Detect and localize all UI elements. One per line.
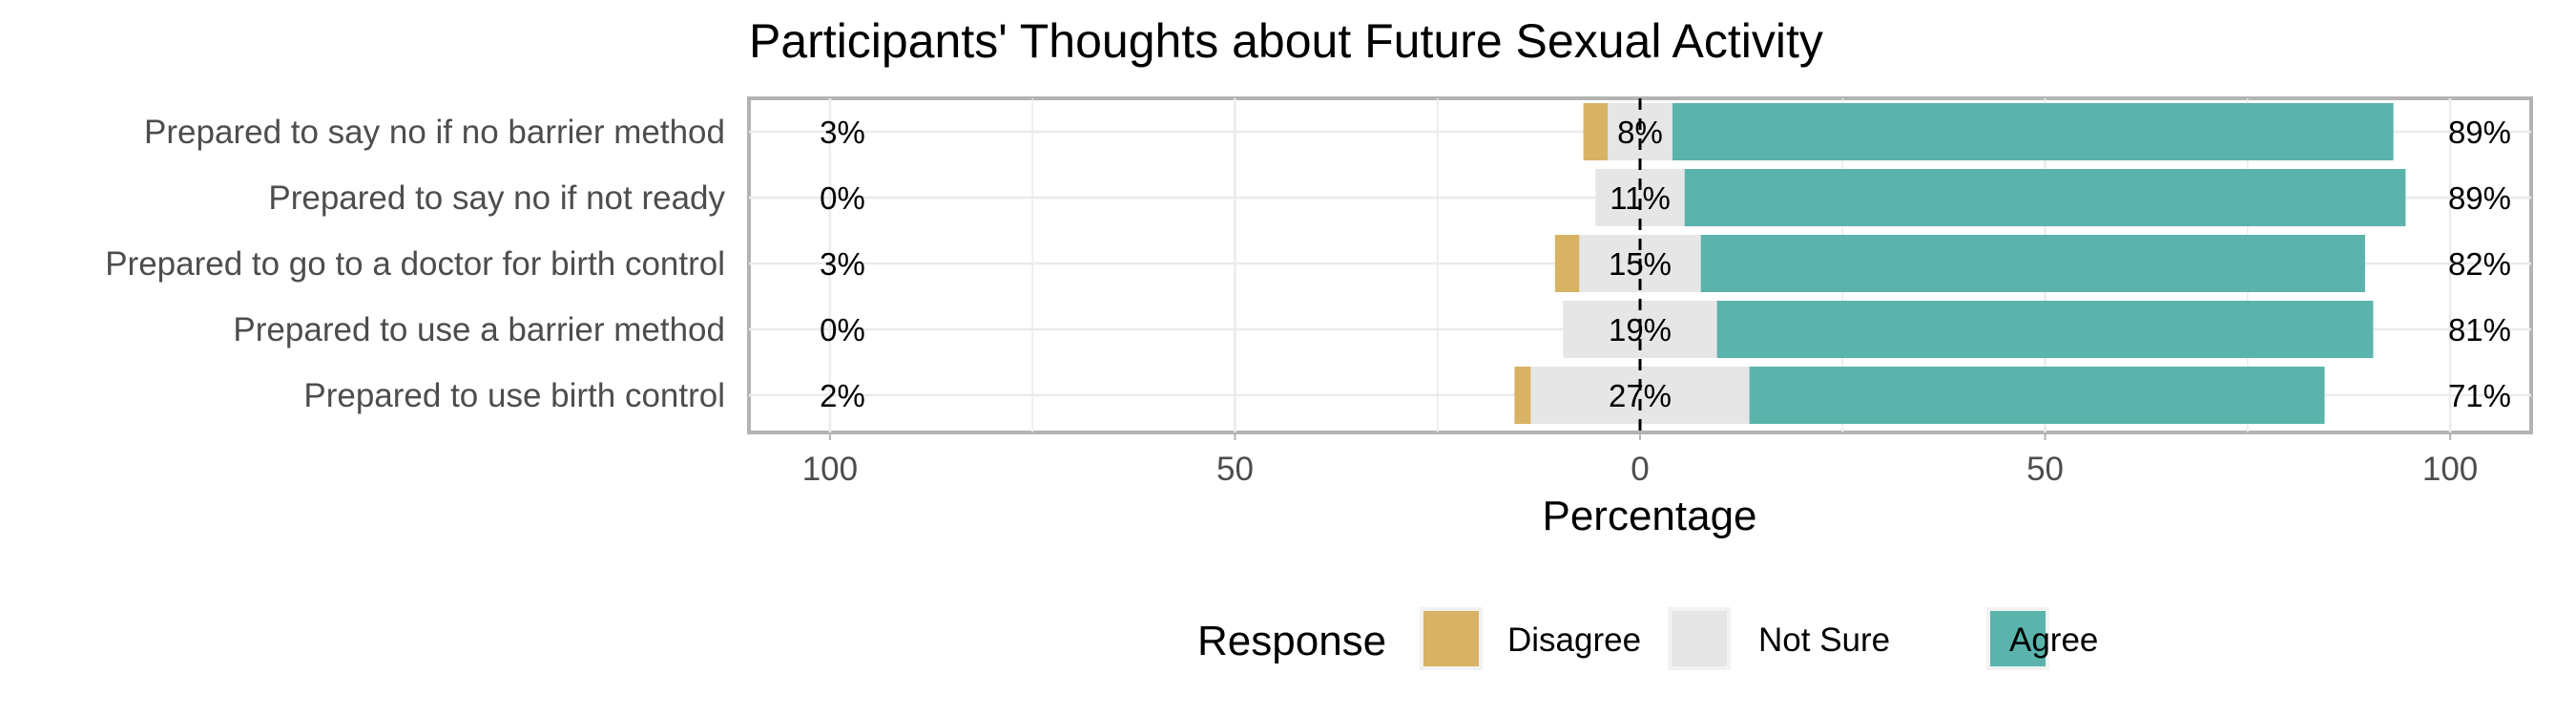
x-tick-label: 100	[802, 451, 858, 488]
x-tick-label: 100	[2422, 451, 2478, 488]
x-axis-ticks: 100 50 0 50 100	[802, 432, 2478, 488]
bar-disagree	[1554, 235, 1580, 292]
bar-agree	[1700, 235, 2365, 292]
label-disagree: 0%	[820, 180, 865, 216]
category-label: Prepared to go to a doctor for birth con…	[105, 245, 725, 283]
label-disagree: 0%	[820, 312, 865, 347]
legend-label: Disagree	[1507, 621, 1641, 659]
label-not-sure: 27%	[1609, 378, 1672, 413]
bar-agree	[1749, 367, 2325, 424]
label-disagree: 2%	[820, 378, 865, 413]
label-not-sure: 15%	[1609, 246, 1672, 282]
x-tick-label: 0	[1631, 451, 1649, 488]
bar-disagree	[1514, 367, 1531, 424]
bars	[1514, 98, 2406, 432]
chart-title: Participants' Thoughts about Future Sexu…	[749, 14, 1823, 68]
legend-label: Not Sure	[1758, 621, 1890, 659]
category-labels: Prepared to say no if no barrier method P…	[105, 114, 725, 414]
legend-swatch-not-sure	[1672, 611, 1727, 666]
bar-agree	[1684, 169, 2406, 226]
bar-not-sure	[1608, 103, 1672, 160]
x-tick-label: 50	[1216, 451, 1254, 488]
legend-title: Response	[1197, 618, 1386, 664]
label-agree: 71%	[2448, 378, 2511, 413]
label-not-sure: 11%	[1610, 180, 1671, 216]
category-label: Prepared to say no if not ready	[268, 179, 725, 217]
label-not-sure: 8%	[1617, 115, 1663, 150]
bar-agree	[1716, 301, 2374, 358]
bar-agree	[1672, 103, 2394, 160]
legend: Response Disagree Not Sure Agree	[1197, 607, 2098, 670]
legend-swatch-disagree	[1423, 611, 1479, 666]
x-tick-label: 50	[2026, 451, 2064, 488]
label-not-sure: 19%	[1609, 312, 1672, 347]
label-disagree: 3%	[820, 115, 865, 150]
label-disagree: 3%	[820, 246, 865, 282]
category-label: Prepared to use a barrier method	[233, 311, 725, 348]
label-agree: 89%	[2448, 115, 2511, 150]
value-labels: 3% 8% 89% 0% 11% 89% 3% 15% 82% 0% 19% 81% 2% 27% 71%	[820, 115, 2511, 413]
x-axis-title: Percentage	[1542, 493, 1756, 539]
label-agree: 82%	[2448, 246, 2511, 282]
bar-not-sure	[1530, 367, 1750, 424]
category-label: Prepared to say no if no barrier method	[144, 114, 725, 151]
legend-swatch-agree	[1990, 611, 2046, 666]
label-agree: 81%	[2448, 312, 2511, 347]
legend-label: Agree	[2009, 621, 2098, 659]
bar-disagree	[1583, 103, 1609, 160]
category-label: Prepared to use birth control	[303, 377, 725, 414]
label-agree: 89%	[2448, 180, 2511, 216]
